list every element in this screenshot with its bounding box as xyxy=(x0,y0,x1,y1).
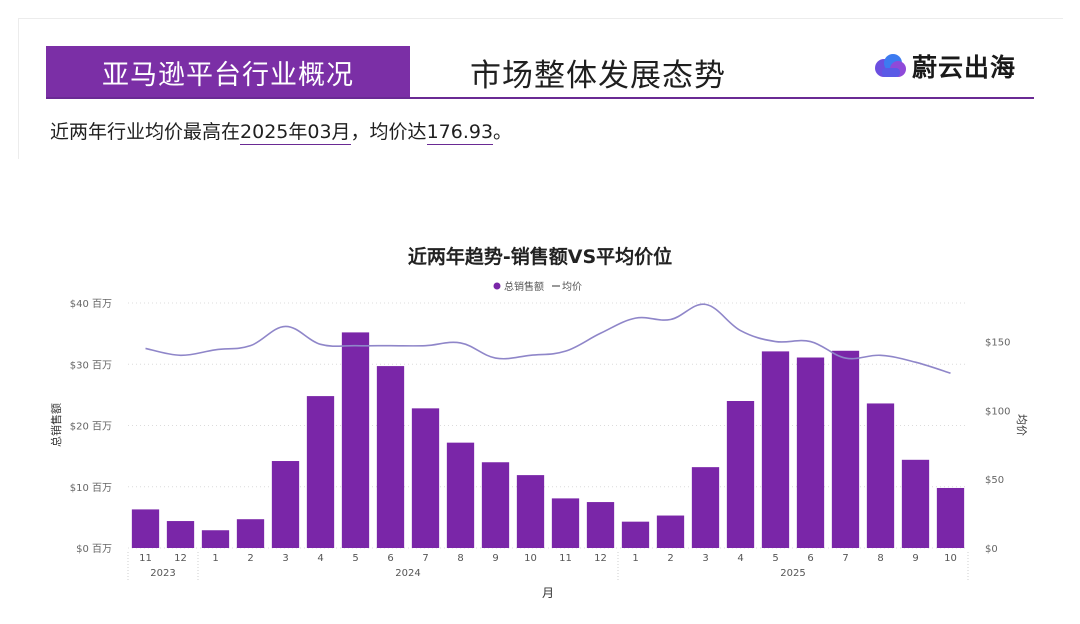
bar-13 xyxy=(586,502,615,548)
bar-8 xyxy=(411,408,440,548)
x-tick-label: 7 xyxy=(422,553,428,564)
x-tick-label: 5 xyxy=(352,553,358,564)
cloud-logo-icon xyxy=(875,54,906,77)
bar-11 xyxy=(516,475,545,548)
right-tick-label: $0 xyxy=(985,544,998,555)
bar-15 xyxy=(656,515,685,548)
bar-1 xyxy=(166,521,195,548)
bar-2 xyxy=(201,530,230,548)
bar-5 xyxy=(306,396,335,548)
x-tick-label: 1 xyxy=(632,553,638,564)
bar-17 xyxy=(726,401,755,548)
right-tick-label: $150 xyxy=(985,338,1010,349)
left-tick-label: $30 百万 xyxy=(70,359,112,371)
x-tick-label: 12 xyxy=(594,553,607,564)
x-tick-label: 6 xyxy=(807,553,813,564)
left-tick-label: $0 百万 xyxy=(76,543,112,555)
x-tick-label: 4 xyxy=(737,553,743,564)
right-tick-label: $100 xyxy=(985,406,1010,417)
summary-prefix: 近两年行业均价最高在 xyxy=(50,121,241,143)
brand-logo: 蔚云出海 xyxy=(872,48,1016,84)
bar-3 xyxy=(236,519,265,548)
legend-label-price: 均价 xyxy=(562,281,582,293)
bar-20 xyxy=(831,350,860,548)
bar-21 xyxy=(866,403,895,548)
right-axis-title: 均价 xyxy=(1015,414,1028,436)
x-tick-label: 6 xyxy=(387,553,393,564)
x-tick-label: 11 xyxy=(139,553,152,564)
x-tick-label: 2 xyxy=(247,553,253,564)
price-line xyxy=(145,303,951,374)
bar-6 xyxy=(341,332,370,548)
x-tick-label: 3 xyxy=(282,553,288,564)
left-axis-title: 总销售额 xyxy=(49,403,63,447)
header-divider xyxy=(46,97,1034,99)
bar-10 xyxy=(481,462,510,548)
year-label: 2025 xyxy=(780,568,805,579)
x-tick-label: 2 xyxy=(667,553,673,564)
bar-16 xyxy=(691,467,720,548)
page-frame xyxy=(18,18,1063,159)
x-tick-label: 8 xyxy=(457,553,463,564)
x-tick-label: 5 xyxy=(772,553,778,564)
bar-22 xyxy=(901,459,930,548)
x-axis-title: 月 xyxy=(542,586,554,600)
summary-middle: ，均价达 xyxy=(350,121,427,143)
x-tick-label: 11 xyxy=(559,553,572,564)
year-label: 2024 xyxy=(395,568,420,579)
legend-label-sales: 总销售额 xyxy=(504,280,544,293)
brand-name: 蔚云出海 xyxy=(912,53,1017,82)
bar-9 xyxy=(446,442,475,548)
page-title: 市场整体发展态势 xyxy=(470,58,726,94)
x-tick-label: 8 xyxy=(877,553,883,564)
right-tick-label: $50 xyxy=(985,475,1004,486)
left-tick-label: $20 百万 xyxy=(70,421,112,433)
bar-19 xyxy=(796,357,825,548)
chart-title: 近两年趋势-销售额VS平均价位 xyxy=(408,245,672,268)
x-tick-label: 9 xyxy=(912,553,918,564)
left-tick-label: $40 百万 xyxy=(70,298,112,310)
x-tick-label: 4 xyxy=(317,553,323,564)
x-tick-label: 9 xyxy=(492,553,498,564)
x-tick-label: 1 xyxy=(212,553,218,564)
left-tick-label: $10 百万 xyxy=(70,482,112,494)
bar-14 xyxy=(621,521,650,548)
bar-23 xyxy=(936,487,965,548)
x-tick-label: 10 xyxy=(944,553,957,564)
x-tick-label: 12 xyxy=(174,553,187,564)
bar-7 xyxy=(376,366,405,548)
year-label: 2023 xyxy=(150,568,175,579)
summary-text: 近两年行业均价最高在2025年03月，均价达176.93。 xyxy=(50,117,513,145)
section-title: 亚马逊平台行业概况 xyxy=(46,46,410,98)
peak-price: 176.93 xyxy=(426,121,494,145)
summary-suffix: 。 xyxy=(493,121,513,143)
bar-4 xyxy=(271,461,300,548)
legend-marker-sales xyxy=(493,282,501,290)
x-tick-label: 3 xyxy=(702,553,708,564)
x-tick-label: 7 xyxy=(842,553,848,564)
peak-month: 2025年03月 xyxy=(240,121,351,145)
bar-0 xyxy=(131,509,160,548)
bar-18 xyxy=(761,351,790,548)
x-tick-label: 10 xyxy=(524,553,537,564)
bar-12 xyxy=(551,498,580,548)
